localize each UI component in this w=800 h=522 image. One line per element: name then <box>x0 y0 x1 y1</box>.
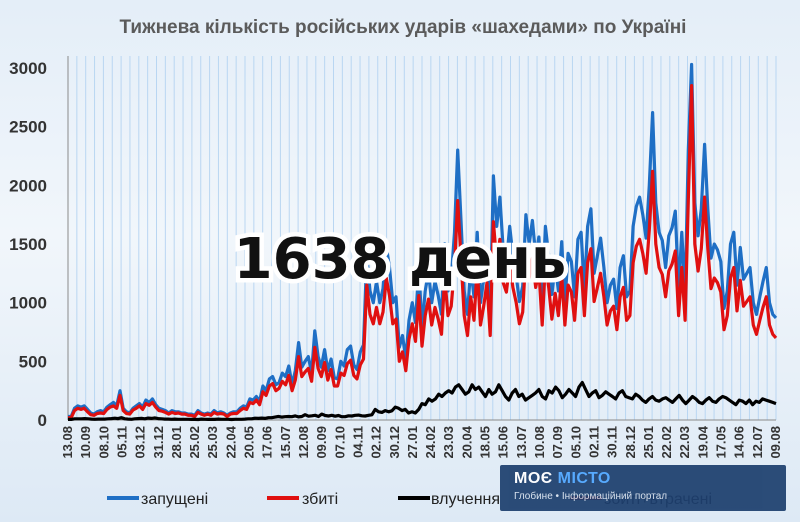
x-tick-label: 03.12 <box>133 426 148 459</box>
x-tick-label: 09.09 <box>314 426 329 459</box>
x-tick-label: 28.01 <box>169 426 184 459</box>
brand-logo-title: МОЄ МІСТО <box>514 470 611 488</box>
x-tick-label: 23.03 <box>441 426 456 459</box>
y-tick-label: 0 <box>38 411 47 430</box>
x-tick-label: 30.11 <box>605 426 620 458</box>
series-lines <box>68 62 778 422</box>
legend-label: влучення <box>431 491 500 508</box>
series-line-2 <box>68 380 777 422</box>
legend-label: запущені <box>141 491 208 508</box>
y-tick-label: 3000 <box>9 59 47 78</box>
x-tick-label: 12.08 <box>296 426 311 459</box>
x-tick-label: 27.01 <box>405 426 420 459</box>
x-tick-label: 24.02 <box>423 426 438 459</box>
x-tick-label: 05.11 <box>114 426 129 458</box>
x-tick-label: 20.04 <box>459 425 474 458</box>
x-tick-label: 25.02 <box>187 426 202 459</box>
y-tick-label: 2000 <box>9 176 47 195</box>
x-tick-label: 08.10 <box>96 426 111 459</box>
x-tick-label: 12.07 <box>750 426 765 459</box>
x-tick-label: 17.06 <box>260 426 275 459</box>
x-tick-label: 25.03 <box>205 426 220 459</box>
chart-title: Тижнева кількість російських ударів «шах… <box>120 17 687 38</box>
day-counter-overlay: 1638 день <box>234 227 567 292</box>
x-tick-label: 09.08 <box>768 426 783 459</box>
x-tick-label: 02.12 <box>369 426 384 459</box>
x-tick-label: 10.09 <box>78 426 93 459</box>
x-tick-label: 13.08 <box>60 426 75 459</box>
x-tick-label: 07.09 <box>550 426 565 459</box>
series-line-1 <box>68 83 778 420</box>
x-tick-label: 22.02 <box>659 426 674 459</box>
x-tick-label: 10.08 <box>532 426 547 459</box>
x-tick-label: 13.07 <box>514 426 529 459</box>
x-tick-label: 22.04 <box>223 425 238 458</box>
y-tick-label: 2500 <box>9 118 47 137</box>
x-tick-label: 22.03 <box>677 426 692 459</box>
x-tick-label: 07.10 <box>332 426 347 459</box>
x-tick-label: 02.11 <box>586 426 601 458</box>
x-axis: 13.08 10.09 08.10 05.11 03.12 31.12 28.01 25.02… <box>60 425 783 458</box>
y-tick-label: 1000 <box>9 294 47 313</box>
brand-subtitle: Глобине • Інформаційний портал <box>514 491 668 502</box>
x-tick-label: 15.07 <box>278 426 293 459</box>
x-tick-label: 15.06 <box>496 426 511 459</box>
x-tick-label: 14.06 <box>732 426 747 459</box>
y-axis: 0 500 1000 1500 2000 2500 3000 <box>9 59 47 430</box>
x-tick-label: 19.04 <box>695 425 710 458</box>
y-tick-label: 1500 <box>9 235 47 254</box>
x-tick-label: 17.05 <box>714 426 729 459</box>
x-tick-label: 30.12 <box>387 426 402 459</box>
x-tick-label: 04.11 <box>350 426 365 458</box>
x-tick-label: 28.12 <box>623 426 638 459</box>
y-tick-label: 500 <box>19 352 47 371</box>
x-tick-label: 18.05 <box>478 426 493 459</box>
x-tick-label: 05.10 <box>568 426 583 459</box>
x-tick-label: 31.12 <box>151 426 166 459</box>
brand-logo-box[interactable]: МОЄ МІСТО Глобине • Інформаційний портал <box>500 465 786 511</box>
brand-title-part1: МОЄ <box>514 470 558 487</box>
x-tick-label: 25.01 <box>641 426 656 459</box>
x-tick-label: 20.05 <box>242 426 257 459</box>
brand-title-part2: МІСТО <box>557 470 611 487</box>
legend-label: збиті <box>302 491 338 508</box>
